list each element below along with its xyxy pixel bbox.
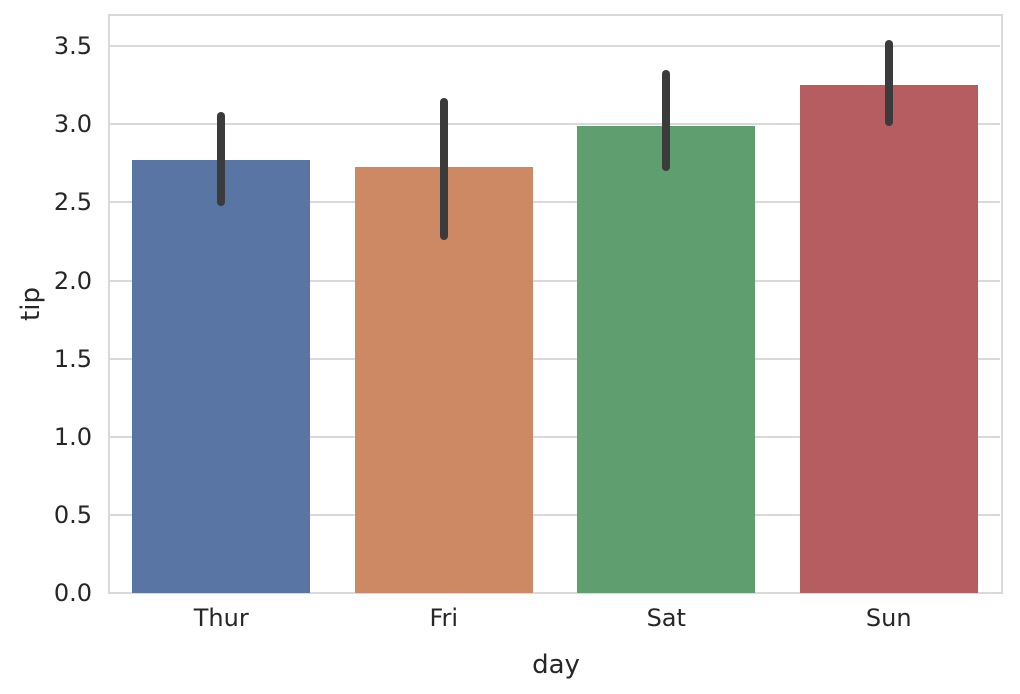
y-tick-label: 3.5 bbox=[53, 32, 92, 61]
bar-sun bbox=[800, 85, 978, 593]
y-tick-label: 0.0 bbox=[53, 579, 92, 607]
y-tick-label: 1.0 bbox=[53, 422, 92, 451]
y-tick-label: 2.5 bbox=[53, 188, 92, 217]
gridline bbox=[110, 123, 1000, 126]
gridline bbox=[110, 45, 1000, 48]
x-tick-label-fri: Fri bbox=[429, 604, 459, 632]
gridline bbox=[110, 357, 1000, 360]
error-bar-sat bbox=[662, 69, 670, 172]
error-bar-sun bbox=[885, 39, 893, 126]
gridline bbox=[110, 201, 1000, 204]
x-tick-label-thur: Thur bbox=[193, 604, 249, 632]
gridline bbox=[110, 435, 1000, 438]
x-tick-label-sun: Sun bbox=[865, 604, 912, 632]
bar-sat bbox=[577, 125, 755, 593]
gridline bbox=[110, 513, 1000, 516]
x-axis-label: day bbox=[532, 650, 580, 680]
y-tick-label: 1.5 bbox=[53, 344, 92, 373]
y-tick-label: 0.5 bbox=[53, 500, 92, 529]
y-tick-label: 3.0 bbox=[53, 110, 92, 139]
x-tick-label-sat: Sat bbox=[646, 604, 686, 632]
y-tick-label: 2.0 bbox=[53, 266, 92, 295]
error-bar-thur bbox=[217, 111, 225, 206]
bar-thur bbox=[132, 160, 310, 593]
gridline bbox=[110, 279, 1000, 282]
error-bar-fri bbox=[440, 97, 448, 240]
